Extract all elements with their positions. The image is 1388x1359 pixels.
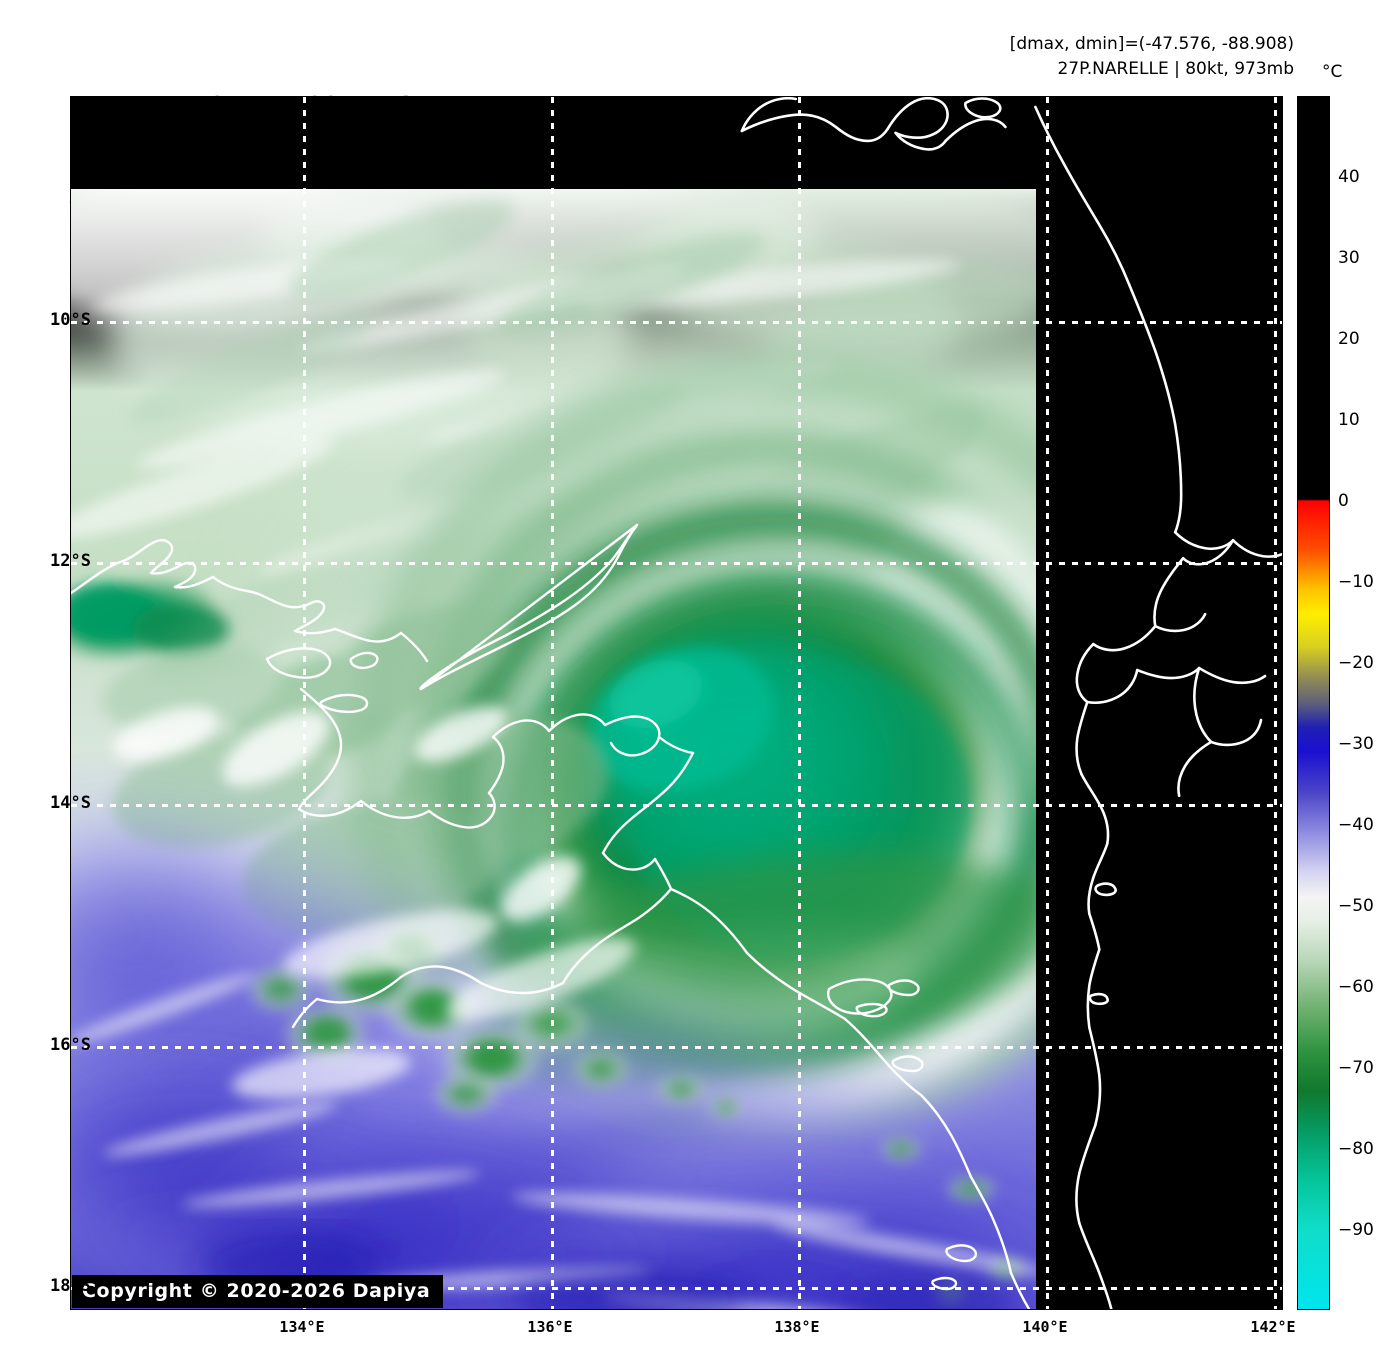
cbar-tick-n50: −50 bbox=[1338, 896, 1374, 916]
colorbar-unit-label: °C bbox=[1322, 62, 1343, 82]
xtick-label-138E: 138°E bbox=[774, 1318, 820, 1336]
cbar-tick-n70: −70 bbox=[1338, 1058, 1374, 1078]
gridline-lon-142 bbox=[1274, 97, 1277, 1309]
gridline-lon-138 bbox=[798, 97, 801, 1309]
xtick-label-134E: 134°E bbox=[279, 1318, 325, 1336]
cbar-tick-10: 10 bbox=[1338, 410, 1360, 430]
gridline-lat-18S bbox=[71, 1287, 1282, 1290]
ytick-label-12S: 12°S bbox=[50, 551, 91, 571]
dmax-dmin-label: [dmax, dmin]=(-47.576, -88.908) bbox=[1009, 34, 1294, 54]
xtick-label-136E: 136°E bbox=[527, 1318, 573, 1336]
cbar-tick-20: 20 bbox=[1338, 329, 1360, 349]
gridline-lon-140 bbox=[1046, 97, 1049, 1309]
storm-info-label: 27P.NARELLE | 80kt, 973mb bbox=[1057, 59, 1294, 79]
ytick-label-16S: 16°S bbox=[50, 1035, 91, 1055]
gridline-lat-10S bbox=[71, 321, 1282, 324]
ytick-label-18S: 18°S bbox=[50, 1276, 91, 1296]
cbar-tick-n80: −80 bbox=[1338, 1139, 1374, 1159]
copyright-label: Copyright © 2020-2026 Dapiya bbox=[72, 1275, 444, 1308]
cbar-tick-n40: −40 bbox=[1338, 815, 1374, 835]
coastline-overlay-raster bbox=[71, 523, 1031, 1309]
gridline-lon-136 bbox=[551, 97, 554, 1309]
cbar-tick-n10: −10 bbox=[1338, 572, 1374, 592]
temperature-colorbar bbox=[1297, 96, 1330, 1310]
ytick-label-14S: 14°S bbox=[50, 793, 91, 813]
coastline-overlay-nodata bbox=[740, 97, 1282, 1309]
gridline-lat-12S bbox=[71, 562, 1282, 565]
ytick-label-10S: 10°S bbox=[50, 310, 91, 330]
cbar-tick-30: 30 bbox=[1338, 248, 1360, 268]
cbar-tick-n30: −30 bbox=[1338, 734, 1374, 754]
gridline-lon-134 bbox=[303, 97, 306, 1309]
cbar-tick-40: 40 bbox=[1338, 167, 1360, 187]
cbar-tick-n90: −90 bbox=[1338, 1220, 1374, 1240]
xtick-label-140E: 140°E bbox=[1022, 1318, 1068, 1336]
header-metadata: [dmax, dmin]=(-47.576, -88.908) 27P.NARE… bbox=[1010, 32, 1294, 82]
cbar-tick-n20: −20 bbox=[1338, 653, 1374, 673]
gridline-lat-14S bbox=[71, 804, 1282, 807]
cbar-tick-0: 0 bbox=[1338, 491, 1349, 511]
colorbar-gradient bbox=[1298, 97, 1329, 1309]
satellite-image-plot: Copyright © 2020-2026 Dapiya bbox=[70, 96, 1283, 1310]
gridline-lat-16S bbox=[71, 1046, 1282, 1049]
xtick-label-142E: 142°E bbox=[1250, 1318, 1296, 1336]
cbar-tick-n60: −60 bbox=[1338, 977, 1374, 997]
